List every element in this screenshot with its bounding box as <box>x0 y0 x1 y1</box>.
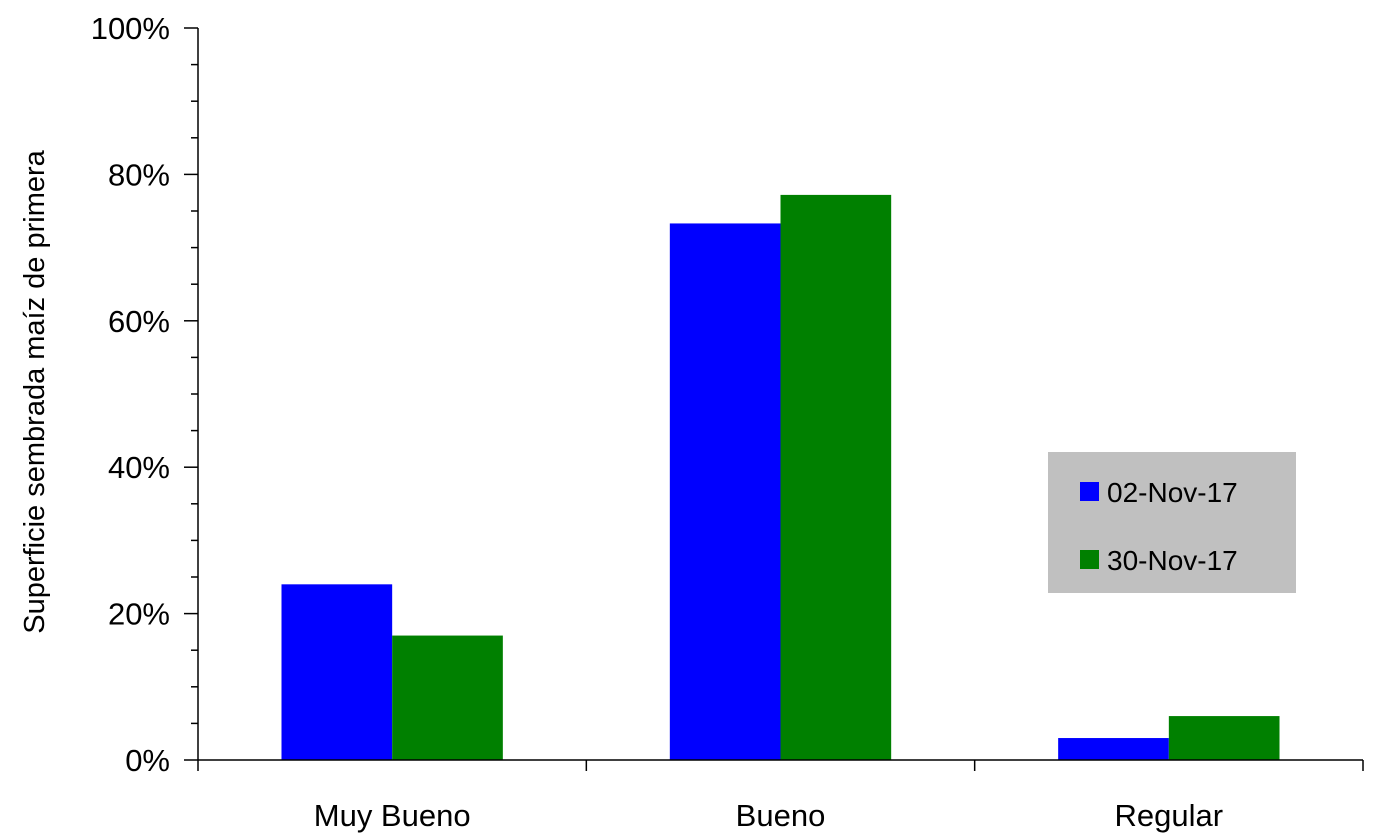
legend-label-series-1: 02-Nov-17 <box>1107 477 1238 508</box>
bar-regular-series-1 <box>1058 738 1169 760</box>
bar-bueno-series-2 <box>780 194 892 760</box>
legend: 02-Nov-17 30-Nov-17 <box>1048 452 1296 593</box>
bar-muy-bueno-series-1 <box>281 584 393 760</box>
bars-group <box>281 194 1280 761</box>
bar-muy-bueno-series-2 <box>392 635 503 760</box>
x-category-label: Regular <box>1115 798 1224 833</box>
y-axis-title: Superficie sembrada maíz de primera <box>19 149 51 633</box>
y-tick-label: 60% <box>108 304 170 339</box>
bar-bueno-series-1 <box>669 223 781 761</box>
legend-background <box>1048 452 1296 593</box>
y-tick-label: 40% <box>108 450 170 485</box>
y-axis-ticks: 0% 20% 40% 60% 80% 100% <box>91 11 198 778</box>
y-tick-label: 0% <box>125 743 170 778</box>
x-category-label: Bueno <box>736 798 826 833</box>
legend-swatch-series-1 <box>1080 482 1099 501</box>
y-tick-label: 80% <box>108 157 170 192</box>
y-tick-label: 100% <box>91 11 170 46</box>
x-category-label: Muy Bueno <box>314 798 471 833</box>
x-axis-ticks: Muy Bueno Bueno Regular <box>197 760 1364 833</box>
y-tick-label: 20% <box>108 597 170 632</box>
legend-swatch-series-2 <box>1080 550 1099 569</box>
legend-label-series-2: 30-Nov-17 <box>1107 545 1238 576</box>
bar-regular-series-2 <box>1168 716 1280 760</box>
